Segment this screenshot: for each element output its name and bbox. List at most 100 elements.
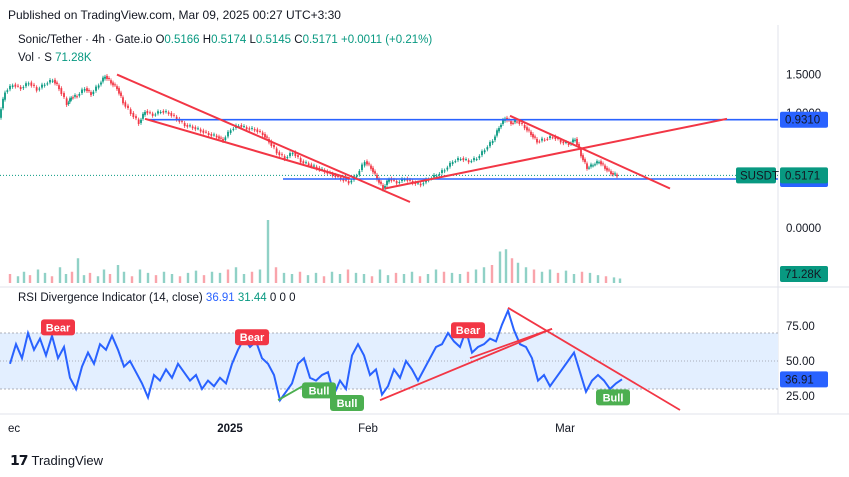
symbol-title: Sonic/Tether · 4h · Gate.io [18, 34, 153, 46]
candle-body [14, 84, 17, 87]
volume-bar [170, 274, 174, 283]
volume-bar [564, 270, 568, 283]
candle-body [313, 165, 315, 167]
candle-body [294, 152, 297, 157]
level-price-label: 0.9310 [785, 115, 820, 127]
volume-bar [426, 274, 430, 283]
volume-bar [314, 272, 318, 283]
candle-body [120, 92, 122, 97]
candle-body [259, 130, 261, 132]
volume-bar [242, 274, 246, 283]
candle-body [70, 98, 73, 100]
candle-body [347, 181, 350, 184]
volume-bar [378, 269, 382, 283]
candle-body [446, 167, 449, 170]
candle-body [475, 159, 478, 161]
rsi-tick-label: 25.00 [786, 391, 815, 403]
rsi-trendline [469, 327, 553, 360]
candle-body [256, 129, 259, 132]
close-value: 0.5171 [302, 34, 338, 46]
volume-bar [130, 276, 134, 283]
candle-body [41, 84, 43, 88]
candle-body [567, 143, 570, 145]
volume-bar [402, 274, 406, 283]
candle-body [202, 130, 205, 133]
candle-body [4, 92, 6, 100]
candle-body [118, 88, 120, 94]
volume-bar [386, 275, 390, 283]
candle-body [534, 136, 536, 138]
candle-body [378, 178, 380, 183]
price-legend: Sonic/Tether · 4h · Gate.io O0.5166 H0.5… [18, 34, 432, 46]
candle-body [572, 139, 574, 143]
candle-body [54, 79, 56, 84]
bull-badge-label: Bull [309, 385, 330, 397]
price-trendline [144, 117, 351, 180]
high-label: H [202, 34, 212, 46]
candle-body [110, 80, 112, 84]
rsi-zero-3: 0 [289, 292, 296, 304]
volume-bar [354, 272, 358, 283]
candle-body [345, 179, 347, 181]
candle-body [496, 130, 498, 136]
candle-body [334, 174, 337, 177]
candle-body [588, 167, 590, 169]
brand-name: TradingView [31, 453, 104, 468]
candle-body [11, 85, 14, 87]
candle-body [173, 114, 175, 116]
candle-body [104, 76, 106, 79]
open-value: 0.5166 [164, 34, 200, 46]
volume-bar [8, 274, 12, 283]
candle-body [451, 162, 454, 164]
candle-body [366, 161, 368, 165]
candle-body [604, 165, 606, 169]
volume-bar [298, 271, 302, 283]
candle-body [170, 112, 173, 116]
candle-body [100, 82, 102, 85]
candle-body [403, 179, 406, 181]
candle-body [165, 111, 167, 113]
candle-body [481, 151, 483, 156]
candle-body [462, 158, 465, 161]
volume-bar [346, 269, 350, 283]
bear-badge [41, 319, 75, 336]
price-trendline [509, 114, 671, 190]
last-price-label: 0.5171 [785, 170, 820, 182]
candle-body [149, 112, 151, 114]
rsi-value-tag-label: 36.91 [785, 374, 814, 386]
volume-bar [16, 276, 20, 283]
candle-body [97, 85, 100, 88]
volume-bar [434, 269, 438, 283]
volume-bar [76, 258, 80, 283]
candle-body [305, 162, 307, 164]
bull-badge [330, 395, 364, 411]
volume-bar [250, 271, 254, 283]
volume-bar [466, 271, 470, 283]
candle-body [401, 178, 403, 182]
candle-body [69, 98, 71, 102]
candle-body [580, 149, 582, 157]
candle-body [67, 102, 70, 104]
candle-body [433, 174, 435, 178]
candle-body [574, 139, 576, 141]
candle-body [543, 139, 546, 141]
candle-body [114, 84, 116, 86]
last-price-tag [780, 167, 828, 184]
candle-body [83, 88, 86, 91]
candle-body [142, 113, 144, 119]
candle-body [102, 77, 104, 82]
candle-body [291, 153, 294, 155]
volume-bar [362, 274, 366, 283]
candle-body [510, 121, 512, 124]
candle-body [502, 119, 504, 124]
volume-bar [226, 269, 230, 283]
candle-body [86, 88, 88, 92]
candle-body [302, 161, 305, 164]
candle-body [361, 164, 363, 171]
candle-body [483, 150, 486, 153]
candle-body [419, 183, 422, 186]
volume-bar [22, 271, 26, 283]
candle-body [592, 165, 594, 167]
candle-body [151, 113, 154, 116]
